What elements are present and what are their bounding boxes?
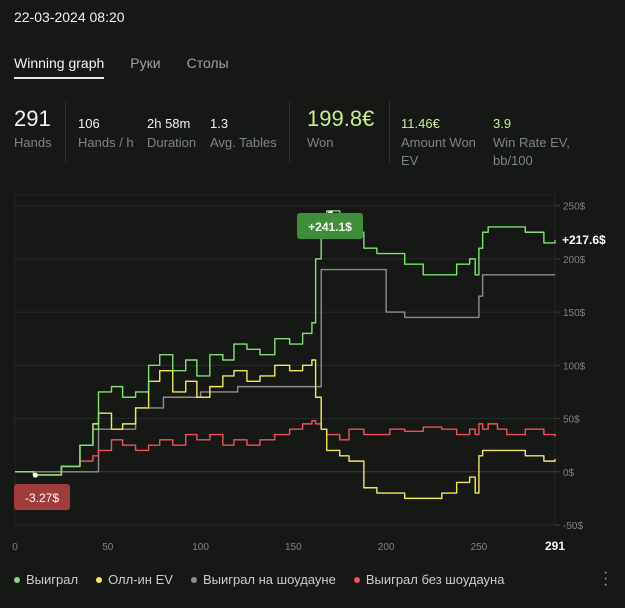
stat-amount-won-ev-value: 11.46€ [401,116,440,131]
plot-frame [14,194,556,526]
stat-avg-tables-value: 1.3 [210,116,229,131]
end-value-label: +217.6$ [562,233,606,247]
min-marker [32,472,38,478]
chart-legend: Выиграл Олл-ин EV Выиграл на шоудауне Вы… [14,572,504,587]
stat-won: 199.8€ Won [307,106,374,152]
stat-avg-tables-label: Avg. Tables [210,135,277,150]
min-label-box [14,484,70,510]
stat-win-rate-ev-label: Win Rate EV, bb/100 [493,135,570,168]
stat-won-value: 199.8€ [307,106,375,131]
stat-duration-value: 2h 58m [147,116,191,131]
session-datetime: 22-03-2024 08:20 [14,9,125,25]
stat-hands: 291 Hands [14,106,52,152]
series-line-1 [15,359,556,500]
series-line-3 [15,419,556,476]
min-label: -3.27$ [25,491,59,505]
legend-label: Олл-ин EV [108,572,173,587]
y-tick-label: 50$ [563,415,580,426]
x-tick-label: 50 [102,542,114,553]
peak-label: +241.1$ [308,220,352,234]
x-tick-label: 250 [471,542,488,553]
tab-winning-graph[interactable]: Winning graph [14,55,105,79]
x-tick-label: 200 [378,542,395,553]
stat-win-rate-ev: 3.9 Win Rate EV, bb/100 [493,116,583,170]
peak-label-box [297,213,363,239]
tab-tables[interactable]: Столы [186,55,229,71]
y-tick-label: 200$ [563,255,586,266]
stats-panel: 291 Hands 106 Hands / h 2h 58m Duration … [0,100,625,170]
stat-hands-per-hour-value: 106 [78,116,100,131]
tab-hands[interactable]: Руки [130,55,161,71]
y-tick-label: 250$ [563,202,586,213]
legend-label: Выиграл на шоудауне [202,572,336,587]
legend-item-allin-ev[interactable]: Олл-ин EV [96,572,173,587]
stat-win-rate-ev-value: 3.9 [493,116,512,131]
legend-label: Выиграл без шоудауна [365,572,505,587]
legend-dot-icon [353,576,360,583]
tab-bar: Winning graph Руки Столы [14,55,229,79]
series-line-2 [15,268,555,473]
legend-item-non-showdown[interactable]: Выиграл без шоудауна [353,572,505,587]
stat-duration: 2h 58m Duration [147,116,196,152]
winning-chart: 250$ 200$ 150$ 100$ 50$ 0$ -50$ 0 50 100 150 200 25… [12,194,606,553]
stats-divider [389,101,390,163]
series-line-0 [15,210,556,476]
stat-hands-per-hour: 106 Hands / h [78,116,134,152]
legend-dot-icon [190,576,197,583]
legend-label: Выиграл [26,572,79,587]
stat-hands-value: 291 [14,106,51,131]
y-tick-label: 150$ [563,308,586,319]
x-tick-label: 100 [192,542,209,553]
x-tick-label: 291 [545,539,565,553]
y-tick-label: -50$ [563,521,583,532]
stat-hands-per-hour-label: Hands / h [78,135,134,150]
legend-item-won[interactable]: Выиграл [14,572,78,587]
x-tick-label: 0 [12,542,18,553]
stat-amount-won-ev: 11.46€ Amount Won EV [401,116,489,170]
stat-amount-won-ev-label: Amount Won EV [401,135,476,168]
y-tick-label: 100$ [563,361,586,372]
stat-won-label: Won [307,135,334,150]
legend-dot-icon [96,576,103,583]
stats-divider [289,101,290,163]
stat-avg-tables: 1.3 Avg. Tables [210,116,277,152]
y-tick-label: 0$ [563,468,575,479]
stats-divider [65,101,66,163]
legend-dot-icon [14,576,20,583]
legend-item-showdown[interactable]: Выиграл на шоудауне [190,572,336,587]
stat-duration-label: Duration [147,135,197,150]
more-options-icon[interactable]: · · · [603,564,609,593]
stat-hands-label: Hands [14,135,52,150]
x-tick-label: 150 [285,542,302,553]
